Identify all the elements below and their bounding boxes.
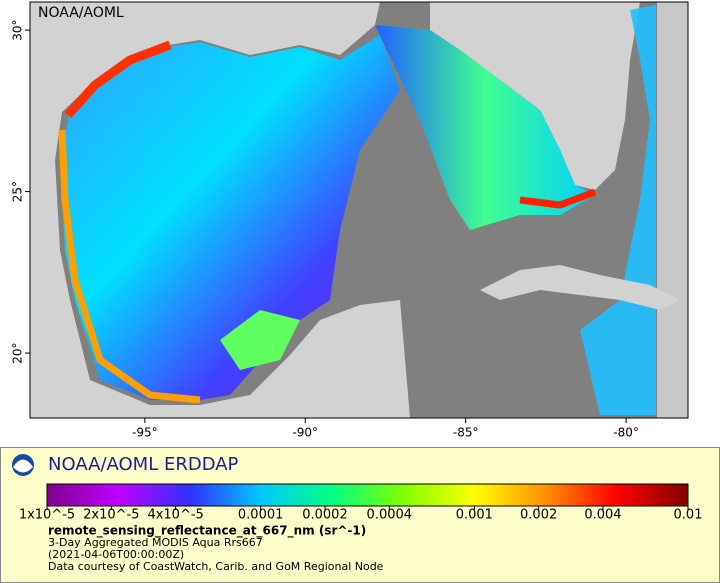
colorbar-tick-label: 0.0001 xyxy=(238,508,284,523)
map: NOAA/AOML xyxy=(29,1,689,419)
y-tick-label: 25° xyxy=(11,181,25,202)
data-region xyxy=(60,35,400,400)
colorbar-tick-label: 0.002 xyxy=(520,508,557,523)
legend-panel xyxy=(0,447,720,583)
map-label: NOAA/AOML xyxy=(38,5,124,21)
map-frame xyxy=(29,1,689,419)
land xyxy=(657,2,688,418)
data-region xyxy=(580,5,656,415)
colorbar-tick-label: 2x10^-5 xyxy=(83,508,139,523)
info-line: 3-Day Aggregated MODIS Aqua Rrs667 xyxy=(48,536,263,549)
logo-wave xyxy=(13,459,33,473)
colorbar-tick-label: 0.01 xyxy=(674,508,703,523)
colorbar xyxy=(46,483,689,507)
colorbar-tick-label: 0.004 xyxy=(584,508,621,523)
x-tick-label: -80° xyxy=(613,426,639,440)
x-tick-label: -90° xyxy=(292,426,318,440)
land xyxy=(480,265,680,310)
info-line: Data courtesy of CoastWatch, Carib. and … xyxy=(48,560,384,573)
colorbar-tick-label: 4x10^-5 xyxy=(147,508,203,523)
coastal-band xyxy=(519,188,597,209)
colorbar-tick-label: 0.0004 xyxy=(367,508,413,523)
coastal-band xyxy=(64,40,172,119)
brand: NOAA/AOML ERDDAP xyxy=(48,454,239,475)
x-tick-label: -85° xyxy=(453,426,479,440)
coastal-band xyxy=(58,129,201,404)
info-line: (2021-04-06T00:00:00Z) xyxy=(48,548,184,561)
colorbar-tick-label: 0.0002 xyxy=(302,508,348,523)
x-tick-label: -95° xyxy=(132,426,158,440)
land xyxy=(30,2,410,418)
colorbar-tick-label: 0.001 xyxy=(456,508,493,523)
colorbar-tick-label: 1x10^-5 xyxy=(19,508,75,523)
y-tick-label: 20° xyxy=(11,342,25,363)
y-tick-label: 30° xyxy=(11,19,25,40)
land xyxy=(430,2,640,190)
variable: remote_sensing_reflectance_at_667_nm (sr… xyxy=(48,524,366,539)
axes: -95° -90° -85° -80° 20° 25° 30° xyxy=(11,19,639,439)
data-region xyxy=(375,25,595,230)
data-region xyxy=(220,310,300,370)
